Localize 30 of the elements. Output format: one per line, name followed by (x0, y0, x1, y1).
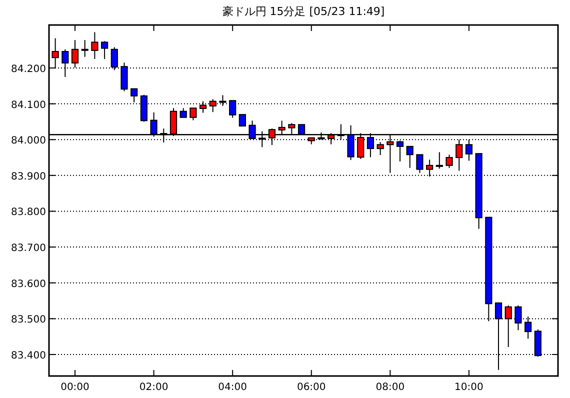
candlestick (376, 142, 384, 156)
x-tick-label: 00:00 (60, 382, 90, 393)
candlestick (436, 152, 443, 170)
x-tick-label: 08:00 (376, 382, 405, 393)
candlestick (71, 40, 79, 68)
y-tick-label: 83.700 (11, 243, 46, 254)
candlestick (91, 32, 98, 60)
y-tick-label: 84.100 (11, 100, 46, 111)
x-tick-label: 02:00 (139, 382, 168, 393)
x-tick-label: 04:00 (218, 382, 247, 393)
x-tick-label: 06:00 (296, 382, 326, 393)
y-tick-label: 83.500 (11, 314, 46, 326)
candlestick (100, 40, 108, 60)
y-tick-label: 83.400 (11, 350, 46, 362)
candlestick (446, 154, 453, 168)
candlestick (238, 114, 246, 126)
candlestick (504, 304, 512, 348)
candlestick (406, 146, 414, 168)
y-tick-label: 84.000 (11, 136, 46, 147)
chart-title: 豪ドル円 15分足 [05/23 11:49] (222, 5, 385, 18)
candlestick (81, 40, 88, 58)
y-tick-label: 84.200 (11, 64, 46, 75)
candlestick (180, 108, 187, 118)
candlestick (190, 108, 197, 121)
y-tick-label: 83.600 (11, 278, 46, 290)
candlestick (229, 100, 236, 118)
candlestick (416, 154, 424, 174)
x-tick-label: 10:00 (454, 382, 484, 393)
y-tick-label: 83.900 (11, 171, 46, 182)
y-tick-label: 83.800 (11, 207, 46, 218)
